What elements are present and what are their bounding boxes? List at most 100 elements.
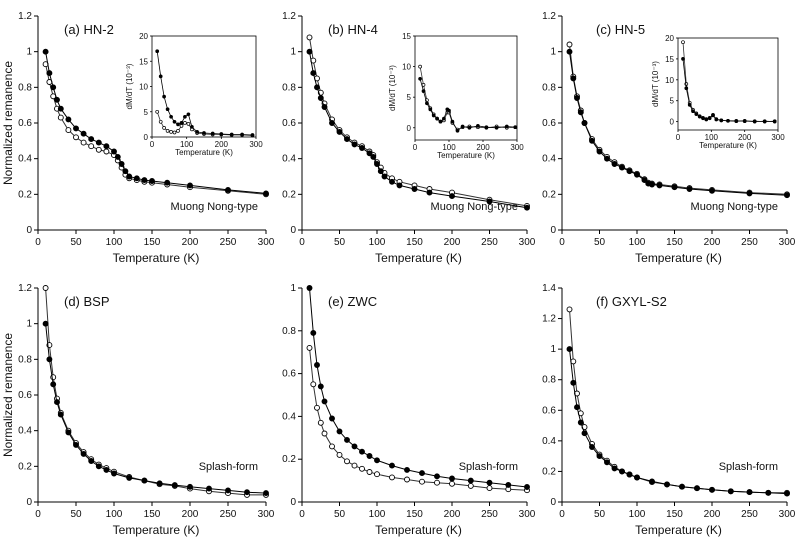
panel-annotation: Splash-form — [199, 461, 258, 473]
data-point-open — [329, 443, 335, 450]
inset-y-axis-label: dM/dT (10⁻³) — [651, 61, 660, 107]
inset-data-point-filled — [772, 119, 777, 124]
inset-data-point-filled — [701, 116, 705, 121]
inset-data-point-filled — [447, 108, 451, 113]
inset-x-tick-label: 200 — [476, 143, 490, 152]
data-point-filled — [434, 473, 440, 480]
inset-data-point-filled — [190, 125, 194, 129]
inset-data-point-filled — [240, 132, 244, 137]
y-tick-label: 0.6 — [542, 405, 556, 416]
x-tick-label: 150 — [666, 237, 683, 248]
data-point-open — [57, 114, 64, 121]
data-point-filled — [329, 415, 335, 422]
y-tick-label: 0 — [26, 225, 32, 236]
data-point-open — [566, 41, 573, 48]
data-point-filled — [126, 474, 133, 481]
data-point-filled — [634, 474, 640, 481]
x-tick-label: 50 — [594, 237, 606, 248]
inset-data-point-filled — [752, 119, 757, 124]
y-tick-label: 0.4 — [542, 436, 556, 447]
data-point-open — [73, 134, 79, 141]
inset-x-tick-label: 200 — [215, 140, 229, 149]
data-point-filled — [88, 458, 95, 464]
inset-x-axis-label: Temperature (K) — [437, 151, 495, 160]
y-tick-label: 0 — [550, 497, 556, 508]
x-axis-label: Temperature (K) — [375, 523, 462, 537]
data-point-open — [103, 148, 110, 155]
inset-background — [389, 32, 521, 164]
y-tick-label: 0.6 — [282, 369, 296, 380]
inset-data-point-filled — [450, 119, 455, 124]
inset-x-tick-label: 0 — [413, 143, 418, 152]
inset-y-tick-label: 10 — [139, 83, 148, 92]
data-point-filled — [50, 84, 57, 91]
inset-data-point-filled — [681, 57, 685, 61]
data-point-filled — [118, 161, 125, 167]
data-point-filled — [577, 109, 584, 116]
x-tick-label: 250 — [741, 509, 758, 520]
panel-title: (b) HN-4 — [328, 22, 378, 37]
data-point-filled — [381, 173, 388, 180]
data-point-filled — [596, 148, 603, 155]
data-point-filled — [404, 466, 410, 473]
x-tick-label: 150 — [406, 237, 423, 248]
data-point-filled — [709, 486, 715, 493]
data-point-filled — [619, 468, 625, 475]
x-axis-label: Temperature (K) — [635, 251, 722, 265]
data-point-filled — [604, 459, 610, 466]
x-tick-label: 50 — [594, 509, 606, 520]
data-point-filled — [310, 329, 317, 336]
inset-data-point-filled — [176, 122, 180, 127]
data-point-filled — [449, 475, 455, 482]
x-tick-label: 250 — [220, 237, 237, 248]
inset-x-tick-label: 300 — [771, 133, 785, 142]
data-point-filled — [80, 130, 87, 137]
x-tick-label: 50 — [70, 237, 82, 248]
inset-data-point-filled — [183, 114, 187, 119]
data-point-filled — [171, 482, 178, 489]
data-point-filled — [411, 186, 418, 192]
inset-data-point-filled — [691, 109, 695, 114]
inset-background — [652, 34, 782, 154]
data-point-filled — [486, 198, 493, 205]
data-point-filled — [574, 404, 580, 411]
inset-data-point-filled — [687, 103, 692, 107]
x-tick-label: 150 — [144, 237, 161, 248]
data-point-open — [486, 485, 493, 492]
inset-data-point-filled — [707, 116, 712, 121]
inset-y-tick-label: 15 — [139, 57, 148, 66]
data-point-filled — [746, 190, 753, 197]
inset-data-point-filled — [195, 130, 199, 134]
data-point-filled — [589, 137, 595, 144]
inset-data-point-filled — [704, 117, 709, 122]
inset-data-point-filled — [726, 118, 730, 123]
y-axis-label: Normalized remanence — [1, 333, 15, 457]
y-tick-label: 0.8 — [542, 82, 556, 93]
data-point-open — [306, 34, 313, 41]
inset-data-point-filled — [435, 116, 439, 121]
inset-x-tick-label: 300 — [249, 140, 263, 149]
y-tick-label: 0.8 — [282, 82, 296, 93]
panel-annotation: Muong Nong-type — [171, 201, 258, 213]
data-point-open — [42, 285, 49, 291]
data-point-filled — [344, 436, 350, 443]
inset-data-point-filled — [229, 132, 234, 137]
y-tick-label: 1.2 — [282, 11, 296, 22]
data-point-filled — [596, 453, 603, 460]
data-point-open — [344, 458, 350, 465]
inset-data-point-filled — [714, 117, 719, 122]
data-point-filled — [321, 398, 328, 405]
data-point-filled — [611, 465, 618, 472]
inset-data-point-filled — [421, 89, 426, 93]
data-point-filled — [679, 483, 685, 490]
data-point-filled — [336, 128, 343, 135]
inset-data-point-filled — [697, 114, 702, 119]
data-point-filled — [524, 484, 530, 490]
data-point-filled — [95, 463, 102, 470]
inset-y-tick-label: 5 — [144, 108, 149, 117]
data-point-filled — [317, 95, 324, 101]
x-tick-label: 300 — [779, 509, 796, 520]
panel-annotation: Splash-form — [459, 461, 518, 473]
data-point-filled — [374, 457, 380, 464]
